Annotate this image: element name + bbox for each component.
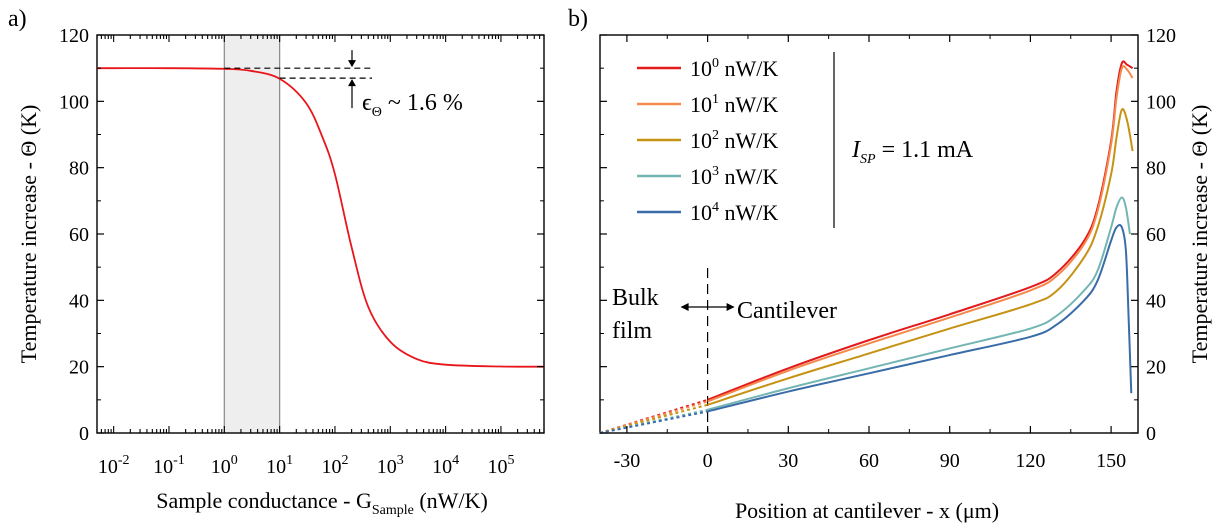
y-tick-label: 20 xyxy=(1146,357,1166,379)
x-tick-label: -30 xyxy=(614,450,641,472)
y-tick-label: 40 xyxy=(69,290,89,312)
panel-a-x-label-units: (nW/K) xyxy=(414,488,488,513)
x-tick-label: 104 xyxy=(432,453,459,478)
y-tick-label: 120 xyxy=(59,25,89,47)
panel-a-plot xyxy=(96,34,545,434)
y-tick-label: 20 xyxy=(69,357,89,379)
up-arrow-head xyxy=(348,79,356,87)
double-arrow-left-head xyxy=(680,303,689,311)
panel-a-x-label-sub: Sample xyxy=(372,503,414,518)
panel-a-y-ticks: 0 20 40 60 80 100 120 xyxy=(59,25,544,445)
x-tick-label: 10-1 xyxy=(153,453,185,478)
panel-b-x-axis-label: Position at cantilever - x (μm) xyxy=(735,498,999,523)
y-tick-label: 80 xyxy=(1146,158,1166,180)
down-arrow-head xyxy=(348,60,356,68)
series-line-1 xyxy=(707,65,1134,403)
panel-b-region-labels: Bulk film Cantilever ISP = 1.1 mA xyxy=(612,137,974,344)
x-tick-label: 101 xyxy=(266,453,293,478)
epsilon-symbol: ϵ xyxy=(362,90,372,116)
y-tick-label: 0 xyxy=(1146,423,1156,445)
series-extrapolation-1 xyxy=(599,400,708,434)
series-line-3 xyxy=(707,196,1131,411)
current-label: ISP = 1.1 mA xyxy=(851,137,974,167)
panel-a-annotation: ϵΘ ~ 1.6 % xyxy=(224,50,463,120)
y-tick-label: 120 xyxy=(1146,25,1176,47)
legend-label-0: 100 nW/K xyxy=(690,56,778,81)
panel-b-label: b) xyxy=(568,6,588,32)
y-tick-label: 40 xyxy=(1146,290,1166,312)
y-tick-label: 60 xyxy=(1146,224,1166,246)
current-sub: SP xyxy=(860,152,876,167)
current-symbol: I xyxy=(851,137,861,163)
y-tick-label: 100 xyxy=(1146,91,1176,113)
film-label: film xyxy=(612,318,652,344)
y-tick-label: 0 xyxy=(79,423,89,445)
series-line-0 xyxy=(707,60,1134,401)
panel-a-x-label-main: Sample conductance - G xyxy=(156,488,372,513)
series-line-0 xyxy=(97,67,545,368)
y-tick-label: 100 xyxy=(59,91,89,113)
x-tick-label: 100 xyxy=(211,453,238,478)
panel-a-x-axis-label: Sample conductance - GSample (nW/K) xyxy=(156,488,488,518)
x-tick-label: 0 xyxy=(703,450,713,472)
x-tick-label: 102 xyxy=(321,453,348,478)
panel-a-frame xyxy=(96,34,545,434)
panel-b-plot xyxy=(599,34,1139,434)
x-tick-label: 105 xyxy=(487,453,514,478)
panel-a-y-axis-label: Temperature increase - Θ (K) xyxy=(16,105,41,364)
series-line-4 xyxy=(707,224,1133,413)
x-tick-label: 150 xyxy=(1096,450,1126,472)
epsilon-annotation: ϵΘ ~ 1.6 % xyxy=(362,90,463,120)
panel-b-x-ticks: -30 0 30 60 90 120 150 xyxy=(614,35,1126,472)
y-tick-label: 60 xyxy=(69,224,89,246)
series-line-2 xyxy=(707,108,1134,406)
panel-a-label: a) xyxy=(8,6,27,32)
panel-b: b) -30 0 30 60 90 120 150 0 20 40 60 80 100 120 Posi… xyxy=(568,6,1212,523)
panel-b-y-axis-label: Temperature increase - Θ (K) xyxy=(1187,105,1212,364)
epsilon-value: ~ 1.6 % xyxy=(382,90,463,116)
series-extrapolation-4 xyxy=(599,410,708,434)
legend-label-3: 103 nW/K xyxy=(690,164,778,189)
double-arrow-right-head xyxy=(726,303,735,311)
panel-a-x-ticks: 10-2 10-1 100 101 102 103 104 105 xyxy=(96,35,545,478)
panel-a: a) 10-2 10-1 100 101 102 103 104 105 0 20 40 60 80 1… xyxy=(8,6,545,518)
x-tick-label: 90 xyxy=(940,450,960,472)
current-value: = 1.1 mA xyxy=(876,137,974,163)
legend-label-2: 102 nW/K xyxy=(690,128,778,153)
cantilever-label: Cantilever xyxy=(737,298,837,324)
legend-label-4: 104 nW/K xyxy=(690,200,778,225)
bulk-label: Bulk xyxy=(612,285,659,311)
x-tick-label: 60 xyxy=(859,450,879,472)
series-extrapolation-2 xyxy=(599,403,708,434)
shaded-region xyxy=(224,35,280,433)
x-tick-label: 120 xyxy=(1015,450,1045,472)
panel-b-legend: 100 nW/K 101 nW/K 102 nW/K 103 nW/K 104 nW/K xyxy=(637,52,835,228)
y-tick-label: 80 xyxy=(69,158,89,180)
legend-label-1: 101 nW/K xyxy=(690,92,778,117)
x-tick-label: 10-2 xyxy=(98,453,130,478)
epsilon-sub: Θ xyxy=(372,105,382,120)
panel-b-y-ticks: 0 20 40 60 80 100 120 xyxy=(600,25,1176,445)
x-tick-label: 30 xyxy=(778,450,798,472)
x-tick-label: 103 xyxy=(377,453,404,478)
